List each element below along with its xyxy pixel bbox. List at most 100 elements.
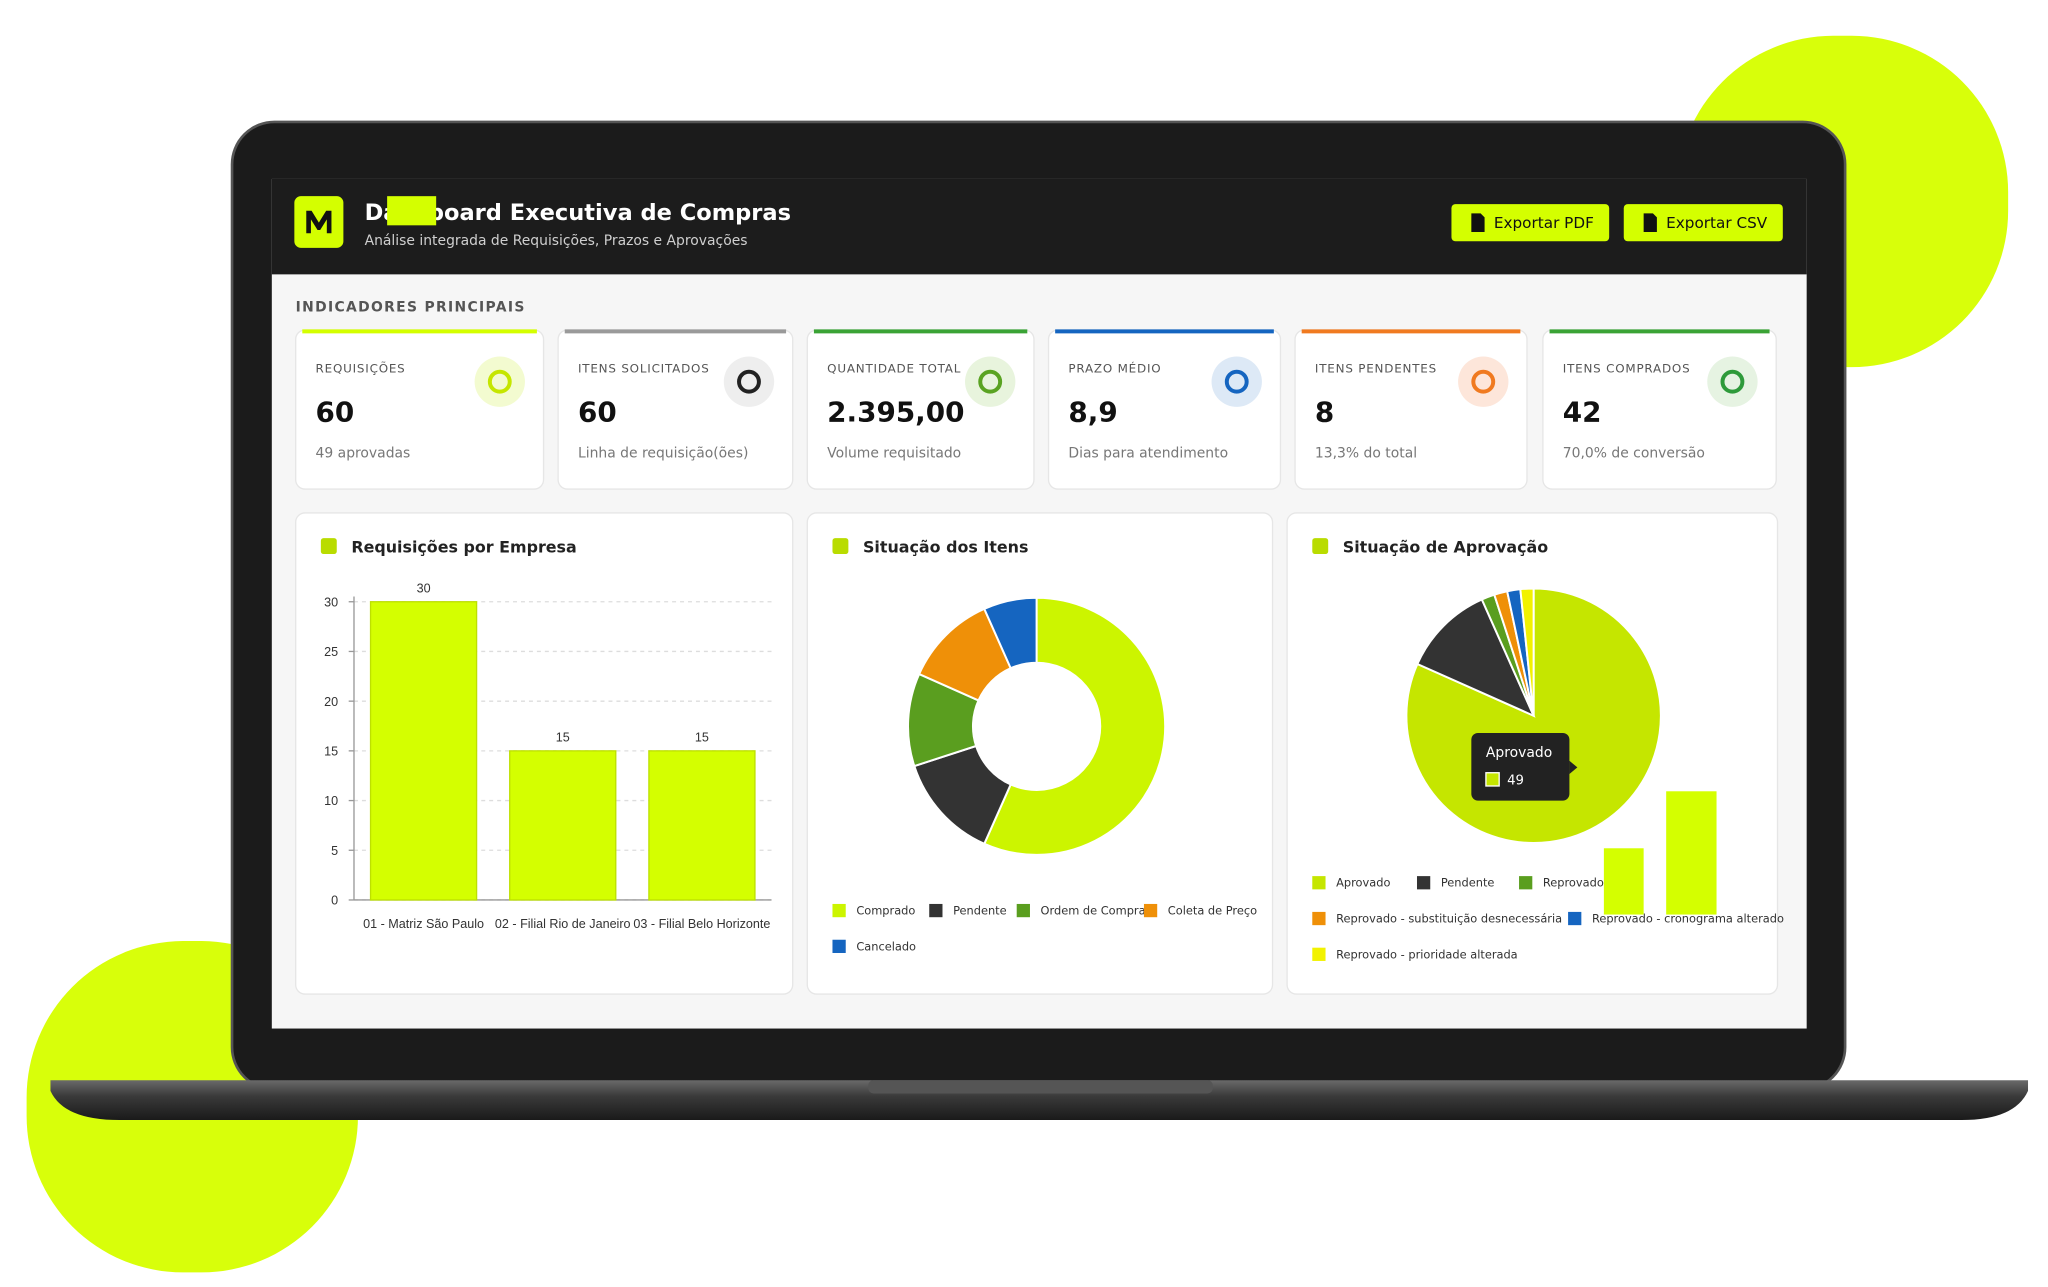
kpi-label: ITENS PENDENTES xyxy=(1315,361,1437,375)
chart-icon xyxy=(320,538,337,555)
y-tick-label: 20 xyxy=(324,695,338,709)
bar xyxy=(648,750,756,901)
decor-overlay xyxy=(1603,848,1644,915)
legend-swatch xyxy=(1016,903,1030,918)
kpi-icon xyxy=(1224,369,1249,394)
button-icon xyxy=(1471,213,1485,232)
kpi-value: 8 xyxy=(1315,395,1334,428)
legend-swatch xyxy=(832,903,846,918)
kpi-note: 13,3% do total xyxy=(1315,445,1417,461)
kpi-value: 2.395,00 xyxy=(827,395,964,428)
legend-label: Pendente xyxy=(953,904,1007,918)
bar xyxy=(369,601,478,901)
legend-label: Reprovado - prioridade alterada xyxy=(1336,947,1518,961)
y-tick-label: 10 xyxy=(324,794,338,808)
y-tick-label: 0 xyxy=(331,894,338,908)
legend-swatch xyxy=(1312,911,1326,926)
chart-title: Requisições por Empresa xyxy=(351,538,576,557)
data-label: 30 xyxy=(417,581,431,595)
button-label: Exportar CSV xyxy=(1666,214,1768,232)
data-label: 15 xyxy=(556,731,570,745)
y-tick-label: 15 xyxy=(324,744,338,758)
logo xyxy=(294,196,344,248)
legend-label: Reprovado - cronograma alterado xyxy=(1592,912,1784,926)
button-icon xyxy=(1643,213,1657,232)
kpi-icon-bg xyxy=(723,356,775,407)
kpi-icon-bg xyxy=(1211,356,1262,407)
tooltip-title: Aprovado xyxy=(1486,745,1552,761)
bar xyxy=(509,750,617,901)
chart-icon xyxy=(1312,538,1329,555)
legend-swatch xyxy=(1568,911,1582,926)
y-tick-label: 30 xyxy=(324,595,338,609)
button-bg xyxy=(1623,204,1783,242)
y-tick-label: 25 xyxy=(324,645,338,659)
kpi-value: 8,9 xyxy=(1068,395,1117,428)
y-tick-label: 5 xyxy=(331,844,338,858)
chart-title: Situação dos Itens xyxy=(863,538,1028,557)
laptop-base xyxy=(50,1080,2029,1120)
kpi-label: REQUISIÇÕES xyxy=(316,360,406,375)
decor-overlay xyxy=(1666,791,1717,915)
slice xyxy=(982,596,1167,856)
export-csv-button[interactable]: Exportar CSV xyxy=(1623,204,1783,242)
kpi-label: ITENS SOLICITADOS xyxy=(578,361,710,375)
section-title: INDICADORES PRINCIPAIS xyxy=(296,299,526,315)
kpi-row: REQUISIÇÕES 60 49 aprovadas ITENS SOLICITAD… xyxy=(295,329,1777,490)
legend-swatch xyxy=(1312,947,1326,961)
legend-swatch xyxy=(1416,876,1431,890)
kpi-value: 60 xyxy=(578,395,617,428)
kpi-label: ITENS COMPRADOS xyxy=(1563,361,1691,375)
kpi-icon-bg xyxy=(474,356,525,407)
legend-label: Reprovado xyxy=(1543,876,1604,890)
kpi-icon-bg xyxy=(1458,356,1509,407)
legend-swatch xyxy=(929,903,943,918)
legend-label: Comprado xyxy=(856,904,915,918)
legend-swatch xyxy=(1312,876,1326,890)
kpi-icon xyxy=(1471,369,1496,394)
slice xyxy=(1519,587,1535,716)
kpi-note: 49 aprovadas xyxy=(316,445,411,461)
tooltip-pointer xyxy=(1569,760,1578,775)
slice xyxy=(1416,598,1536,718)
header-subtitle: Análise integrada de Requisições, Prazos… xyxy=(365,233,748,249)
laptop-notch xyxy=(868,1080,1213,1094)
export-pdf-button[interactable]: Exportar PDF xyxy=(1451,204,1610,242)
kpi-note: 70,0% de conversão xyxy=(1563,445,1705,461)
legend-label: Pendente xyxy=(1441,876,1495,890)
tooltip-value: 49 xyxy=(1507,774,1524,789)
legend-label: Ordem de Compra xyxy=(1041,904,1146,918)
decor-overlay xyxy=(387,196,437,226)
kpi-label: QUANTIDADE TOTAL xyxy=(827,361,961,375)
legend-label: Aprovado xyxy=(1336,876,1390,890)
legend-swatch xyxy=(1143,903,1158,918)
x-tick-label: 02 - Filial Rio de Janeiro xyxy=(495,917,631,931)
legend-swatch xyxy=(1519,876,1533,890)
legend-label: Reprovado - substituição desnecessária xyxy=(1336,912,1562,926)
legend-label: Cancelado xyxy=(856,939,916,953)
kpi-icon xyxy=(1720,369,1745,394)
legend-label: Coleta de Preço xyxy=(1168,904,1257,918)
kpi-icon xyxy=(978,369,1003,394)
x-tick-label: 01 - Matriz São Paulo xyxy=(363,917,484,931)
chart-card xyxy=(806,512,1274,995)
data-label: 15 xyxy=(695,731,709,745)
chart-title: Situação de Aprovação xyxy=(1343,538,1548,557)
kpi-icon-bg xyxy=(1707,356,1758,407)
tooltip xyxy=(1471,732,1570,801)
logo-mark xyxy=(306,210,332,234)
kpi-value: 60 xyxy=(316,395,355,428)
chart-icon xyxy=(832,538,849,555)
kpi-note: Volume requisitado xyxy=(827,445,961,461)
x-tick-label: 03 - Filial Belo Horizonte xyxy=(633,917,770,931)
kpi-icon-bg xyxy=(965,356,1016,407)
slice xyxy=(982,596,1038,670)
legend-swatch xyxy=(832,939,846,953)
kpi-value: 42 xyxy=(1563,395,1602,428)
button-label: Exportar PDF xyxy=(1494,214,1594,232)
kpi-icon xyxy=(737,369,761,394)
overlay: Aprovado 49 xyxy=(1471,732,1717,915)
kpi-note: Dias para atendimento xyxy=(1068,445,1228,461)
kpi-icon xyxy=(487,369,512,394)
